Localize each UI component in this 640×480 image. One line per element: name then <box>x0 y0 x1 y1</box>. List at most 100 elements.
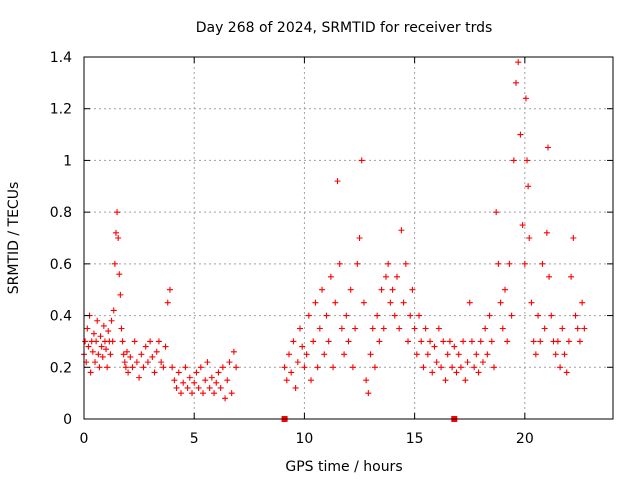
data-point <box>184 384 191 391</box>
data-point <box>343 312 350 319</box>
y-tick-label: 1 <box>63 153 72 169</box>
data-point <box>120 351 127 358</box>
data-point <box>484 351 491 358</box>
data-point <box>374 312 381 319</box>
data-point <box>347 286 354 293</box>
data-point <box>451 343 458 350</box>
data-point <box>305 312 312 319</box>
data-point <box>363 377 370 384</box>
data-point <box>219 364 226 371</box>
data-point <box>367 351 374 358</box>
data-point <box>561 351 568 358</box>
data-point <box>142 343 149 350</box>
data-point <box>114 209 121 216</box>
data-point <box>177 390 184 397</box>
data-point <box>532 351 539 358</box>
data-point <box>521 260 528 267</box>
data-point <box>570 235 577 241</box>
data-point <box>382 273 389 280</box>
data-point <box>490 364 497 371</box>
data-point <box>97 333 104 340</box>
data-point <box>116 271 123 278</box>
data-point <box>182 364 189 371</box>
axis-labels: Day 268 of 2024, SRMTID for receiver trd… <box>6 20 492 475</box>
data-point <box>217 384 224 391</box>
data-point <box>389 286 396 293</box>
data-point <box>471 364 478 371</box>
x-tick-label: 15 <box>406 431 424 447</box>
data-point <box>93 338 100 345</box>
data-point <box>314 364 321 371</box>
data-point <box>108 317 115 324</box>
data-point <box>125 369 132 376</box>
x-axis-label: GPS time / hours <box>285 459 402 475</box>
data-point <box>429 369 436 376</box>
data-point <box>539 260 546 267</box>
data-point <box>332 299 339 306</box>
data-point <box>308 377 315 384</box>
data-point <box>149 353 156 360</box>
data-point <box>488 338 495 345</box>
data-point <box>109 338 116 345</box>
data-point <box>477 338 484 345</box>
data-point <box>493 209 500 216</box>
data-point <box>391 312 398 319</box>
y-axis-label: SRMTID / TECUs <box>6 182 22 295</box>
data-point <box>535 312 542 319</box>
data-point <box>290 338 297 345</box>
data-point <box>369 325 376 332</box>
data-point <box>166 286 173 293</box>
data-point <box>228 390 235 397</box>
data-point <box>341 351 348 358</box>
data-point <box>90 330 97 337</box>
data-point <box>100 322 107 329</box>
data-point <box>131 338 138 345</box>
data-point <box>99 353 106 360</box>
data-point <box>468 338 475 345</box>
data-point <box>204 359 211 366</box>
data-point <box>486 312 493 319</box>
data-point <box>197 364 204 371</box>
data-point <box>407 312 414 319</box>
data-point <box>416 312 423 319</box>
data-point <box>158 359 165 366</box>
y-tick-label: 1.4 <box>50 50 72 66</box>
data-point <box>387 299 394 306</box>
chart-title: Day 268 of 2024, SRMTID for receiver trd… <box>196 20 493 36</box>
data-point <box>140 364 147 371</box>
data-point <box>409 286 416 293</box>
data-point <box>301 364 308 371</box>
data-point <box>504 338 511 345</box>
data-point <box>385 260 392 267</box>
data-point <box>517 131 524 138</box>
data-point <box>360 299 367 306</box>
data-point <box>115 235 122 241</box>
y-tick-label: 0.8 <box>50 205 72 221</box>
data-point <box>548 312 555 319</box>
data-point <box>297 325 304 332</box>
data-point <box>92 359 99 366</box>
y-tick-label: 0.6 <box>50 257 72 273</box>
data-point <box>186 374 193 381</box>
data-point <box>98 343 105 350</box>
data-point <box>94 317 101 324</box>
data-point <box>129 364 136 371</box>
data-point <box>413 351 420 358</box>
data-point <box>402 260 409 267</box>
data-point <box>155 338 162 345</box>
data-point <box>233 364 240 371</box>
data-point <box>319 286 326 293</box>
data-point <box>321 351 328 358</box>
data-point <box>162 343 169 350</box>
data-point <box>208 374 215 381</box>
data-point <box>292 384 299 391</box>
data-point <box>376 338 383 345</box>
data-point <box>475 369 482 376</box>
data-point <box>118 325 125 332</box>
data-point <box>380 325 387 332</box>
data-point <box>371 364 378 371</box>
data-point <box>563 369 570 376</box>
data-point <box>230 348 237 355</box>
data-point <box>501 286 508 293</box>
data-point <box>89 348 96 355</box>
